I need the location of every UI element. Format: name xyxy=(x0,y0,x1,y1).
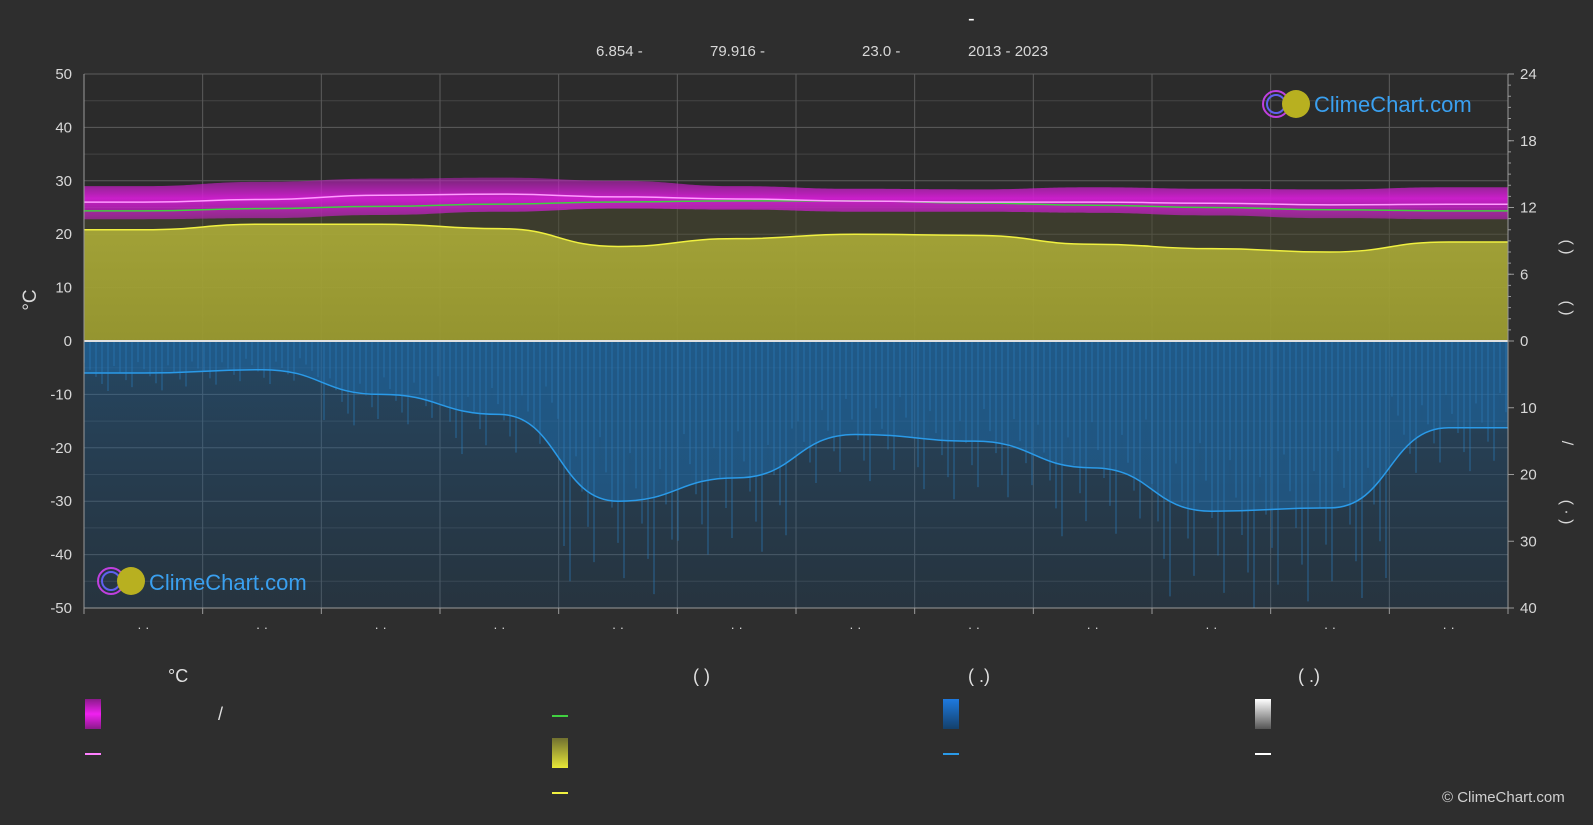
left-tick-label: 10 xyxy=(55,280,72,297)
left-tick-label: 50 xyxy=(55,66,72,83)
watermark-bottom: ClimeChart.com xyxy=(97,567,307,595)
svg-text:ClimeChart.com: ClimeChart.com xyxy=(149,570,307,595)
right-tick-label: 40 xyxy=(1520,600,1537,617)
watermark-top: ClimeChart.com xyxy=(1262,90,1472,118)
legend-snow-swatch xyxy=(1255,699,1271,729)
temp-range-area xyxy=(84,177,1508,220)
month-label: · · xyxy=(731,620,743,635)
left-tick-label: -40 xyxy=(50,547,72,564)
right-tick-label: 30 xyxy=(1520,533,1537,550)
legend-sunshine-mean-swatch xyxy=(552,792,568,794)
chart-title: - xyxy=(968,8,975,30)
latitude-label: 6.854 - xyxy=(596,43,643,60)
legend-rain-mean-swatch xyxy=(943,753,959,755)
month-label: · · xyxy=(612,620,624,635)
month-label: · · xyxy=(375,620,387,635)
legend-sun-header: ( ) xyxy=(693,666,710,686)
right-axis-label-hours: ( ) xyxy=(1558,239,1575,254)
month-label: · · xyxy=(1443,620,1455,635)
left-tick-label: 0 xyxy=(64,333,72,350)
sun-icon xyxy=(1282,90,1310,118)
legend-rain-header: ( .) xyxy=(968,666,990,686)
left-axis-label: °C xyxy=(20,289,41,310)
copyright-text: © ClimeChart.com xyxy=(1442,789,1565,806)
right-tick-label: 20 xyxy=(1520,467,1537,484)
right-tick-label: 18 xyxy=(1520,133,1537,150)
right-tick-label: 24 xyxy=(1520,66,1537,83)
temp-mean-line xyxy=(84,193,1508,206)
legend-rain-swatch xyxy=(943,699,959,729)
daylight-line xyxy=(84,200,1508,212)
month-label: · · xyxy=(493,620,505,635)
precip-line xyxy=(84,368,1508,512)
month-label: · · xyxy=(1324,620,1336,635)
left-tick-label: 20 xyxy=(55,226,72,243)
right-axis-label-hours-unit: ( ) xyxy=(1558,300,1575,315)
year-range-label: 2013 - 2023 xyxy=(968,43,1049,60)
left-tick-label: -10 xyxy=(50,386,72,403)
legend-temp-range-swatch xyxy=(85,699,101,729)
month-label: · · xyxy=(137,620,149,635)
left-tick-label: 30 xyxy=(55,173,72,190)
svg-text:ClimeChart.com: ClimeChart.com xyxy=(1314,92,1472,117)
month-label: · · xyxy=(1087,620,1099,635)
right-tick-label: 0 xyxy=(1520,333,1528,350)
legend-temp-mean-swatch xyxy=(85,753,101,755)
elevation-label: 23.0 - xyxy=(862,43,901,60)
month-label: · · xyxy=(256,620,268,635)
longitude-label: 79.916 - xyxy=(710,43,766,60)
legend-sunshine-swatch xyxy=(552,738,568,768)
right-axis-label-precip-unit: ( · ) xyxy=(1558,500,1575,525)
left-tick-label: -30 xyxy=(50,493,72,510)
left-tick-label: 40 xyxy=(55,119,72,136)
right-tick-label: 12 xyxy=(1520,200,1537,217)
legend-snow-header: ( .) xyxy=(1298,666,1320,686)
legend-temp-range-label: / xyxy=(218,704,224,724)
left-tick-label: -50 xyxy=(50,600,72,617)
month-label: · · xyxy=(968,620,980,635)
month-label: · · xyxy=(1205,620,1217,635)
precip-area xyxy=(84,341,1508,512)
month-label: · · xyxy=(849,620,861,635)
legend-snow-mean-swatch xyxy=(1255,753,1271,755)
climate-chart: 50 40 30 20 10 0 -10 -20 -30 -40 -50 24 18 12 6 0 10 20 30… xyxy=(20,66,1575,635)
right-axis-label-precip: / xyxy=(1558,441,1575,446)
sun-icon xyxy=(117,567,145,595)
sunshine-line xyxy=(84,223,1508,253)
right-tick-label: 6 xyxy=(1520,266,1528,283)
legend-temp-header: °C xyxy=(168,666,189,686)
sunshine-area xyxy=(84,224,1508,341)
left-tick-label: -20 xyxy=(50,440,72,457)
legend-daylight-swatch xyxy=(552,715,568,717)
right-tick-label: 10 xyxy=(1520,400,1537,417)
